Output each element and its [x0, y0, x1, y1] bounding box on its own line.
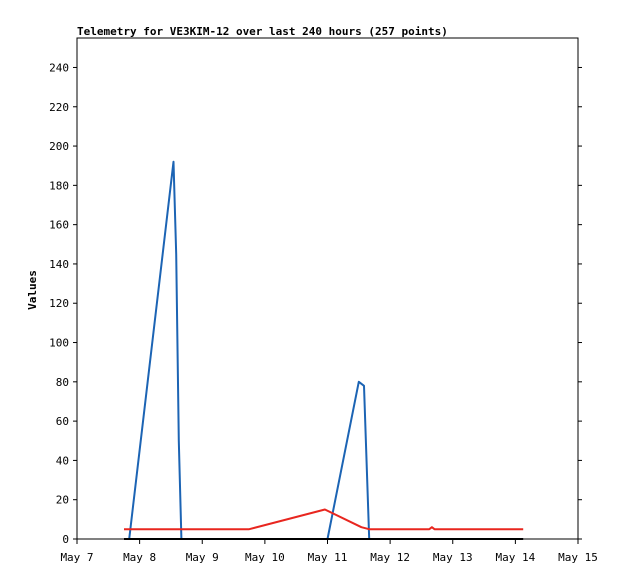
y-tick-label: 140 — [49, 258, 69, 271]
series-layer — [124, 160, 524, 540]
x-tick-label: May 11 — [308, 551, 348, 564]
chart-title: Telemetry for VE3KIM-12 over last 240 ho… — [77, 25, 448, 38]
series-line-1 — [128, 160, 371, 540]
y-tick-label: 220 — [49, 101, 69, 114]
y-tick-label: 60 — [56, 415, 69, 428]
y-tick-label: 120 — [49, 297, 69, 310]
y-axis: 0 20 40 60 80 100 120 140 160 180 200 220 240 — [49, 61, 582, 546]
y-tick-label: 20 — [56, 494, 69, 507]
x-tick-label: May 12 — [370, 551, 410, 564]
y-tick-label: 160 — [49, 219, 69, 232]
y-tick-label: 200 — [49, 140, 69, 153]
y-tick-label: 240 — [49, 61, 69, 74]
x-tick-label: May 10 — [245, 551, 285, 564]
x-tick-label: May 14 — [496, 551, 536, 564]
y-tick-label: 180 — [49, 179, 69, 192]
x-axis: May 7 May 8 May 9 May 10 May 11 May 12 May 13 M… — [60, 539, 598, 564]
series-line-2 — [124, 508, 524, 531]
x-tick-label: May 15 — [558, 551, 598, 564]
y-axis-label: Values — [26, 270, 39, 310]
x-tick-label: May 8 — [123, 551, 156, 564]
y-tick-label: 40 — [56, 454, 69, 467]
x-tick-label: May 13 — [433, 551, 473, 564]
plot-frame — [76, 37, 579, 540]
x-tick-label: May 9 — [186, 551, 219, 564]
y-tick-label: 0 — [62, 533, 69, 546]
y-tick-label: 80 — [56, 376, 69, 389]
y-tick-label: 100 — [49, 337, 69, 350]
x-tick-label: May 7 — [60, 551, 93, 564]
